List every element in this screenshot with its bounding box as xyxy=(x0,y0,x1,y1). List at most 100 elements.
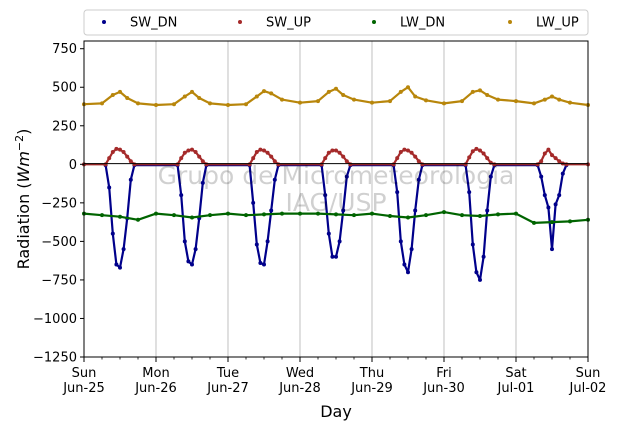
x-tick-weekday-7: Sun xyxy=(576,366,601,381)
data-point-SW_UP-2 xyxy=(107,156,112,161)
data-point-LW_UP-37 xyxy=(532,101,536,106)
x-tick-weekday-5: Fri xyxy=(436,366,452,381)
data-point-LW_UP-34 xyxy=(485,92,490,97)
data-point-SW_UP-60 xyxy=(553,156,558,161)
data-point-SW_UP-29 xyxy=(323,156,328,161)
y-tick-label-6: 250 xyxy=(52,119,77,134)
data-point-SW_DN-31 xyxy=(334,254,338,259)
data-point-LW_UP-32 xyxy=(470,89,475,94)
x-tick-weekday-3: Wed xyxy=(286,366,314,381)
y-tick-label-0: −1250 xyxy=(33,351,77,366)
data-point-LW_UP-2 xyxy=(110,92,115,97)
data-point-SW_DN-10 xyxy=(179,193,184,198)
data-point-LW_DN-26 xyxy=(550,220,554,225)
y-axis-title-exponent: −2 xyxy=(13,135,26,151)
y-tick-label-7: 500 xyxy=(52,81,77,96)
data-point-SW_UP-1 xyxy=(103,162,108,167)
x-tick-date-7: Jul-02 xyxy=(569,381,607,396)
data-point-SW_UP-55 xyxy=(535,162,540,167)
data-point-SW_DN-5 xyxy=(121,247,126,252)
data-point-SW_UP-6 xyxy=(121,149,126,154)
data-point-LW_DN-1 xyxy=(100,213,104,218)
x-tick-weekday-0: Sun xyxy=(72,366,97,381)
x-axis: SunJun-25MonJun-26TueJun-27WedJun-28ThuJ… xyxy=(62,357,606,396)
data-point-SW_UP-22 xyxy=(258,147,263,152)
data-point-LW_UP-28 xyxy=(413,94,418,99)
watermark-line-2: IAG/USP xyxy=(285,188,386,217)
data-point-SW_UP-51 xyxy=(481,151,486,156)
data-point-LW_DN-13 xyxy=(316,211,320,216)
data-point-LW_DN-12 xyxy=(298,211,302,216)
data-point-SW_DN-11 xyxy=(182,239,187,244)
data-point-LW_DN-2 xyxy=(118,214,122,219)
data-point-LW_UP-19 xyxy=(316,99,320,104)
data-point-SW_DN-55 xyxy=(539,174,544,179)
data-point-LW_DN-20 xyxy=(442,210,446,215)
y-tick-label-3: −500 xyxy=(41,235,77,250)
data-point-LW_UP-14 xyxy=(254,94,259,99)
data-point-LW_DN-18 xyxy=(406,215,410,220)
data-point-LW_UP-40 xyxy=(557,97,562,102)
legend-marker-SW_DN xyxy=(102,20,106,24)
data-point-LW_DN-9 xyxy=(244,213,248,218)
data-point-SW_UP-42 xyxy=(409,150,414,155)
legend-label-LW_DN: LW_DN xyxy=(400,16,445,31)
data-point-SW_DN-57 xyxy=(546,205,551,210)
data-point-LW_UP-25 xyxy=(388,99,392,104)
y-tick-label-5: 0 xyxy=(69,158,77,173)
data-point-SW_DN-33 xyxy=(341,208,346,213)
data-point-LW_UP-30 xyxy=(442,101,446,106)
data-point-SW_UP-43 xyxy=(413,154,418,159)
data-point-SW_UP-23 xyxy=(262,148,266,153)
data-point-SW_DN-3 xyxy=(114,262,119,267)
data-point-SW_DN-49 xyxy=(478,277,482,282)
data-point-SW_DN-37 xyxy=(395,190,400,195)
data-point-SW_UP-34 xyxy=(341,154,346,159)
x-axis-title: Day xyxy=(320,402,352,421)
data-point-SW_UP-39 xyxy=(398,149,403,154)
legend-label-SW_UP: SW_UP xyxy=(266,16,311,31)
data-point-SW_DN-48 xyxy=(474,270,479,275)
data-point-SW_DN-40 xyxy=(406,270,410,275)
data-point-SW_DN-56 xyxy=(542,193,547,198)
data-point-SW_DN-59 xyxy=(553,202,558,207)
data-point-LW_UP-23 xyxy=(352,97,356,102)
data-point-SW_UP-17 xyxy=(200,159,205,164)
data-point-SW_UP-16 xyxy=(197,154,202,159)
data-point-SW_UP-38 xyxy=(395,156,400,161)
series-LW_DN xyxy=(82,210,590,225)
data-point-SW_DN-2 xyxy=(110,231,115,236)
data-point-LW_DN-5 xyxy=(172,213,176,218)
data-point-SW_DN-41 xyxy=(409,247,414,252)
data-point-SW_UP-11 xyxy=(179,156,184,161)
data-point-SW_UP-4 xyxy=(114,146,119,151)
data-point-SW_DN-20 xyxy=(254,242,259,247)
x-tick-weekday-2: Tue xyxy=(216,366,239,381)
data-point-SW_UP-32 xyxy=(334,148,338,153)
data-point-SW_DN-47 xyxy=(470,242,475,247)
data-point-SW_UP-12 xyxy=(182,150,187,155)
data-point-SW_UP-24 xyxy=(265,150,270,155)
data-point-SW_DN-12 xyxy=(186,259,191,264)
y-axis: −1250 −1000 −750 −500 −250 0 250 500 750 xyxy=(33,42,84,366)
data-point-SW_UP-61 xyxy=(557,159,562,164)
data-point-SW_UP-40 xyxy=(402,147,407,152)
data-point-SW_DN-32 xyxy=(337,239,342,244)
data-point-LW_DN-27 xyxy=(568,219,572,224)
data-point-LW_UP-36 xyxy=(514,99,518,104)
x-tick-weekday-1: Mon xyxy=(142,366,169,381)
data-point-LW_UP-38 xyxy=(542,97,547,102)
data-point-LW_UP-26 xyxy=(398,89,403,94)
data-point-SW_DN-43 xyxy=(416,177,421,182)
data-point-LW_UP-33 xyxy=(478,88,482,93)
data-point-SW_DN-23 xyxy=(265,239,270,244)
data-point-LW_UP-13 xyxy=(244,102,248,107)
data-point-LW_DN-15 xyxy=(352,213,356,218)
data-point-LW_DN-3 xyxy=(136,217,140,222)
data-point-LW_DN-16 xyxy=(370,211,374,216)
data-point-LW_UP-39 xyxy=(550,94,554,99)
data-point-SW_UP-35 xyxy=(344,159,349,164)
data-point-SW_UP-8 xyxy=(128,159,133,164)
data-point-SW_UP-31 xyxy=(330,148,335,153)
